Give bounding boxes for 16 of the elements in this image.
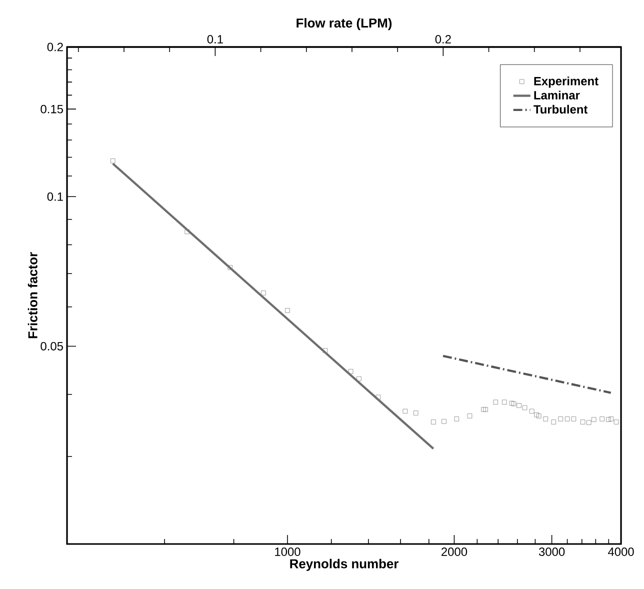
x-tick-label: 2000 (442, 548, 468, 556)
y-tick-label: 0.05 (40, 342, 63, 350)
x2-tick-label: 0.1 (207, 35, 223, 44)
x-tick-label: 3000 (538, 548, 565, 556)
x2-axis-title: Flow rate (LPM) (296, 18, 392, 30)
y-tick-label: 0.15 (40, 104, 63, 114)
x-tick-label: 1000 (275, 548, 300, 556)
x-tick-label: 4000 (608, 548, 634, 556)
x2-tick-label: 0.2 (435, 35, 451, 44)
x-axis-title: Reynolds number (290, 558, 399, 571)
y-tick-label: 0.1 (47, 192, 63, 201)
y-axis-title: Friction factor (28, 252, 38, 338)
legend-label: Experiment (534, 76, 598, 88)
legend-label: Laminar (534, 90, 580, 100)
legend-label: Turbulent (534, 104, 588, 114)
y-tick-label: 0.2 (47, 42, 63, 52)
